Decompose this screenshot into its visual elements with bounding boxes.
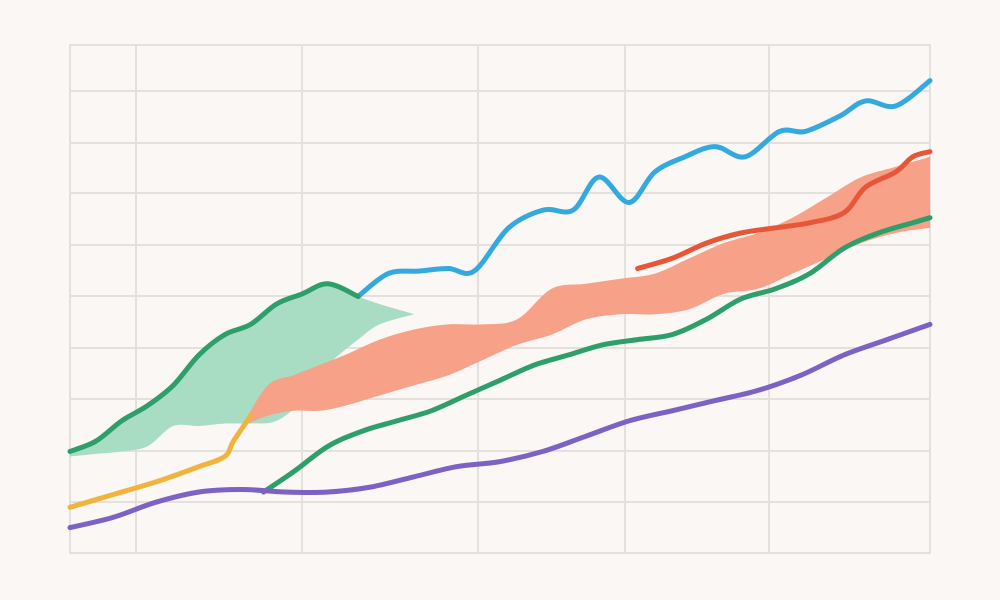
band-0-mint bbox=[70, 283, 414, 457]
series-lines bbox=[67, 78, 933, 531]
series-line-5-yellow bbox=[67, 413, 254, 510]
series-line-1-green bbox=[67, 281, 361, 454]
bands bbox=[70, 156, 930, 457]
series-line-2-red bbox=[635, 149, 933, 271]
band-1-salmon bbox=[242, 156, 930, 427]
series-line-4-purple bbox=[67, 321, 933, 531]
series-line-3-green bbox=[261, 215, 933, 495]
plot-frame bbox=[69, 44, 931, 554]
series-line-0-blue bbox=[355, 78, 933, 299]
grid bbox=[69, 44, 931, 554]
